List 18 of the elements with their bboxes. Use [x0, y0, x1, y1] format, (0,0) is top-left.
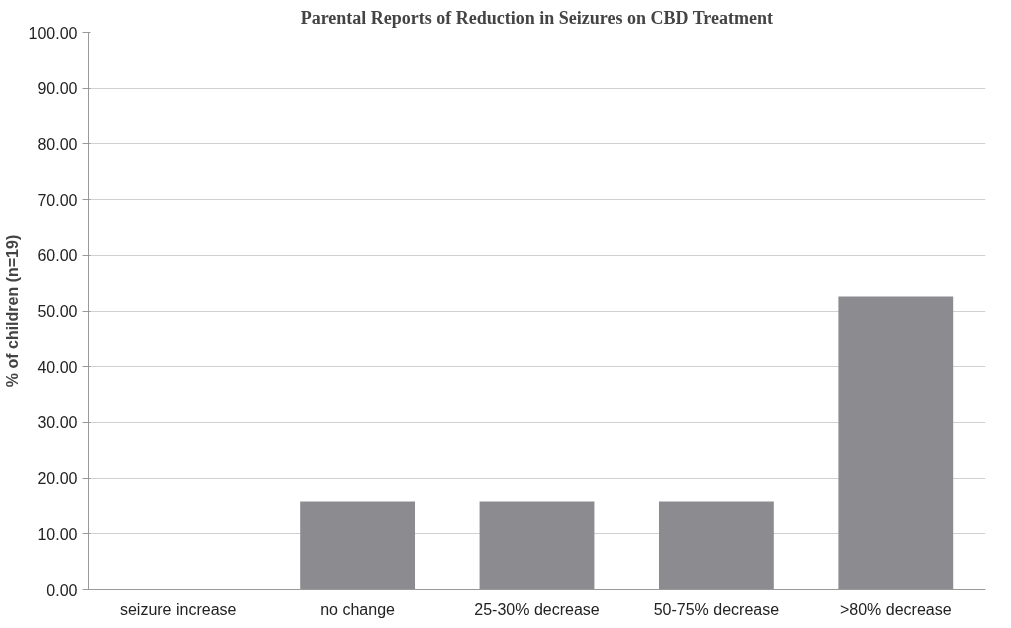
- y-tick-label: 60.00: [37, 247, 78, 265]
- x-tick-label: no change: [320, 600, 396, 618]
- x-tick-label: seizure increase: [119, 600, 237, 618]
- y-tick-label: 30.00: [37, 414, 78, 432]
- y-tick-label: 80.00: [37, 135, 78, 153]
- y-tick-label: 0.00: [46, 581, 78, 599]
- y-tick-label: 10.00: [37, 525, 78, 543]
- y-tick-label: 20.00: [37, 470, 78, 488]
- x-tick-label: 25-30% decrease: [474, 600, 600, 618]
- y-tick-label: 70.00: [37, 191, 78, 209]
- y-tick-label: 40.00: [37, 358, 78, 376]
- x-tick-label: 50-75% decrease: [653, 600, 780, 618]
- y-tick-label: 90.00: [37, 80, 78, 98]
- chart-title: Parental Reports of Reduction in Seizures on CBD Treatment: [300, 7, 773, 28]
- x-tick-label: >80% decrease: [839, 600, 952, 618]
- y-tick-label: 100.00: [28, 24, 78, 42]
- y-tick-label: 50.00: [37, 303, 78, 320]
- y-axis-title: % of children (n=19): [3, 234, 21, 388]
